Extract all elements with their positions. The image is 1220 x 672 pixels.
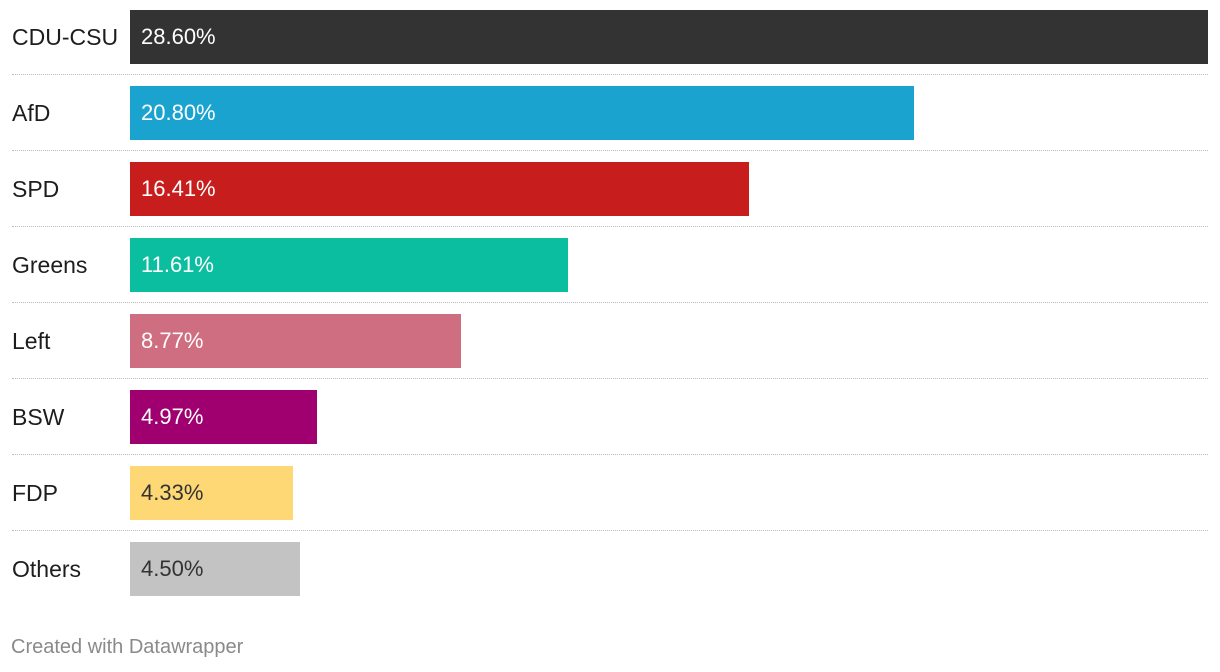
row-separator [12,302,1208,303]
bar: 16.41% [130,162,749,216]
bar: 4.97% [130,390,317,444]
value-label: 28.60% [141,24,216,49]
category-label: BSW [12,404,65,430]
row-separator [12,378,1208,379]
bar: 11.61% [130,238,568,292]
row-separator [12,530,1208,531]
datawrapper-credit: Created with Datawrapper [11,636,244,658]
bar-chart: CDU-CSU 28.60% AfD 20.80% SPD 16.41% Greens 11.… [12,10,1208,596]
category-label: CDU-CSU [12,24,119,50]
value-label: 4.33% [141,480,204,505]
row-separator [12,454,1208,455]
value-label: 11.61% [141,252,214,277]
category-label: Left [12,328,51,354]
category-label: FDP [12,480,58,506]
category-label: Others [12,556,82,582]
value-label: 4.97% [141,404,204,429]
bar: 28.60% [130,10,1208,64]
value-label: 16.41% [141,176,216,201]
category-label: Greens [12,252,88,278]
row-separator [12,74,1208,75]
bar: 20.80% [130,86,914,140]
row-separator [12,150,1208,151]
bar: 8.77% [130,314,461,368]
category-label: SPD [12,176,60,202]
bar: 4.33% [130,466,293,520]
bar: 4.50% [130,542,300,596]
value-label: 8.77% [141,328,204,353]
value-label: 4.50% [141,556,204,581]
row-separator [12,226,1208,227]
category-label: AfD [12,100,51,126]
value-label: 20.80% [141,100,216,125]
